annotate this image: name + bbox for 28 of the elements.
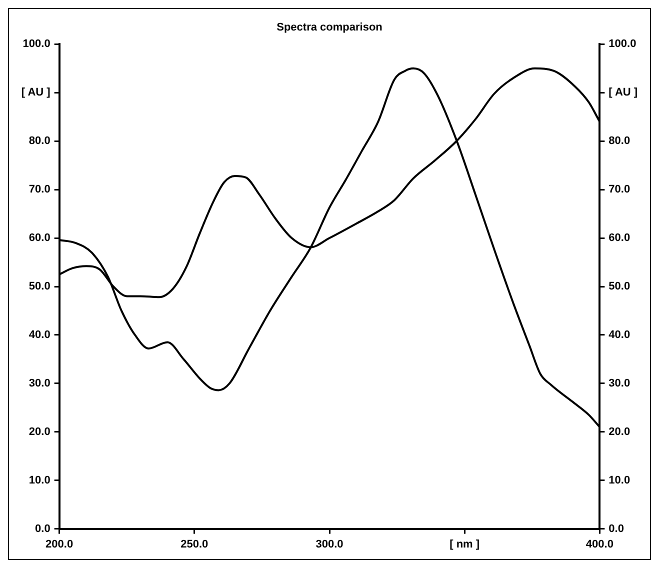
y-tick-label: 20.0: [28, 426, 50, 438]
x-tick-label: 400.0: [586, 538, 614, 550]
x-tick-label: 300.0: [316, 538, 344, 550]
y2-tick-label: 0.0: [608, 522, 624, 535]
y-tick-label: 50.0: [28, 280, 50, 293]
y-tick-label: 70.0: [28, 184, 50, 196]
y-tick-label: 80.0: [28, 135, 50, 148]
y2-tick-label: 80.0: [608, 135, 630, 148]
x-tick-label: 200.0: [46, 538, 74, 550]
y2-tick-label: 60.0: [608, 232, 630, 244]
x-tick-label: 250.0: [180, 538, 208, 550]
y-tick-label: 10.0: [28, 474, 50, 486]
y2-tick-label: [ AU ]: [608, 86, 638, 99]
y-tick-label: 100.0: [22, 38, 50, 50]
y-tick-label: 40.0: [28, 328, 50, 341]
y2-tick-label: 50.0: [608, 280, 630, 293]
y-tick-label: 0.0: [35, 522, 50, 535]
y2-tick-label: 30.0: [608, 377, 630, 390]
y2-tick-label: 10.0: [608, 474, 630, 486]
chart-title: Spectra comparison: [276, 22, 383, 34]
y2-tick-label: 70.0: [608, 184, 630, 196]
y-tick-label: 60.0: [28, 232, 50, 244]
y-tick-label: [ AU ]: [21, 86, 51, 99]
y-tick-label: 30.0: [28, 377, 50, 390]
y2-tick-label: 100.0: [608, 38, 636, 50]
y2-tick-label: 40.0: [608, 328, 630, 341]
y2-tick-label: 20.0: [608, 426, 630, 438]
x-tick-label: [ nm ]: [450, 538, 480, 550]
